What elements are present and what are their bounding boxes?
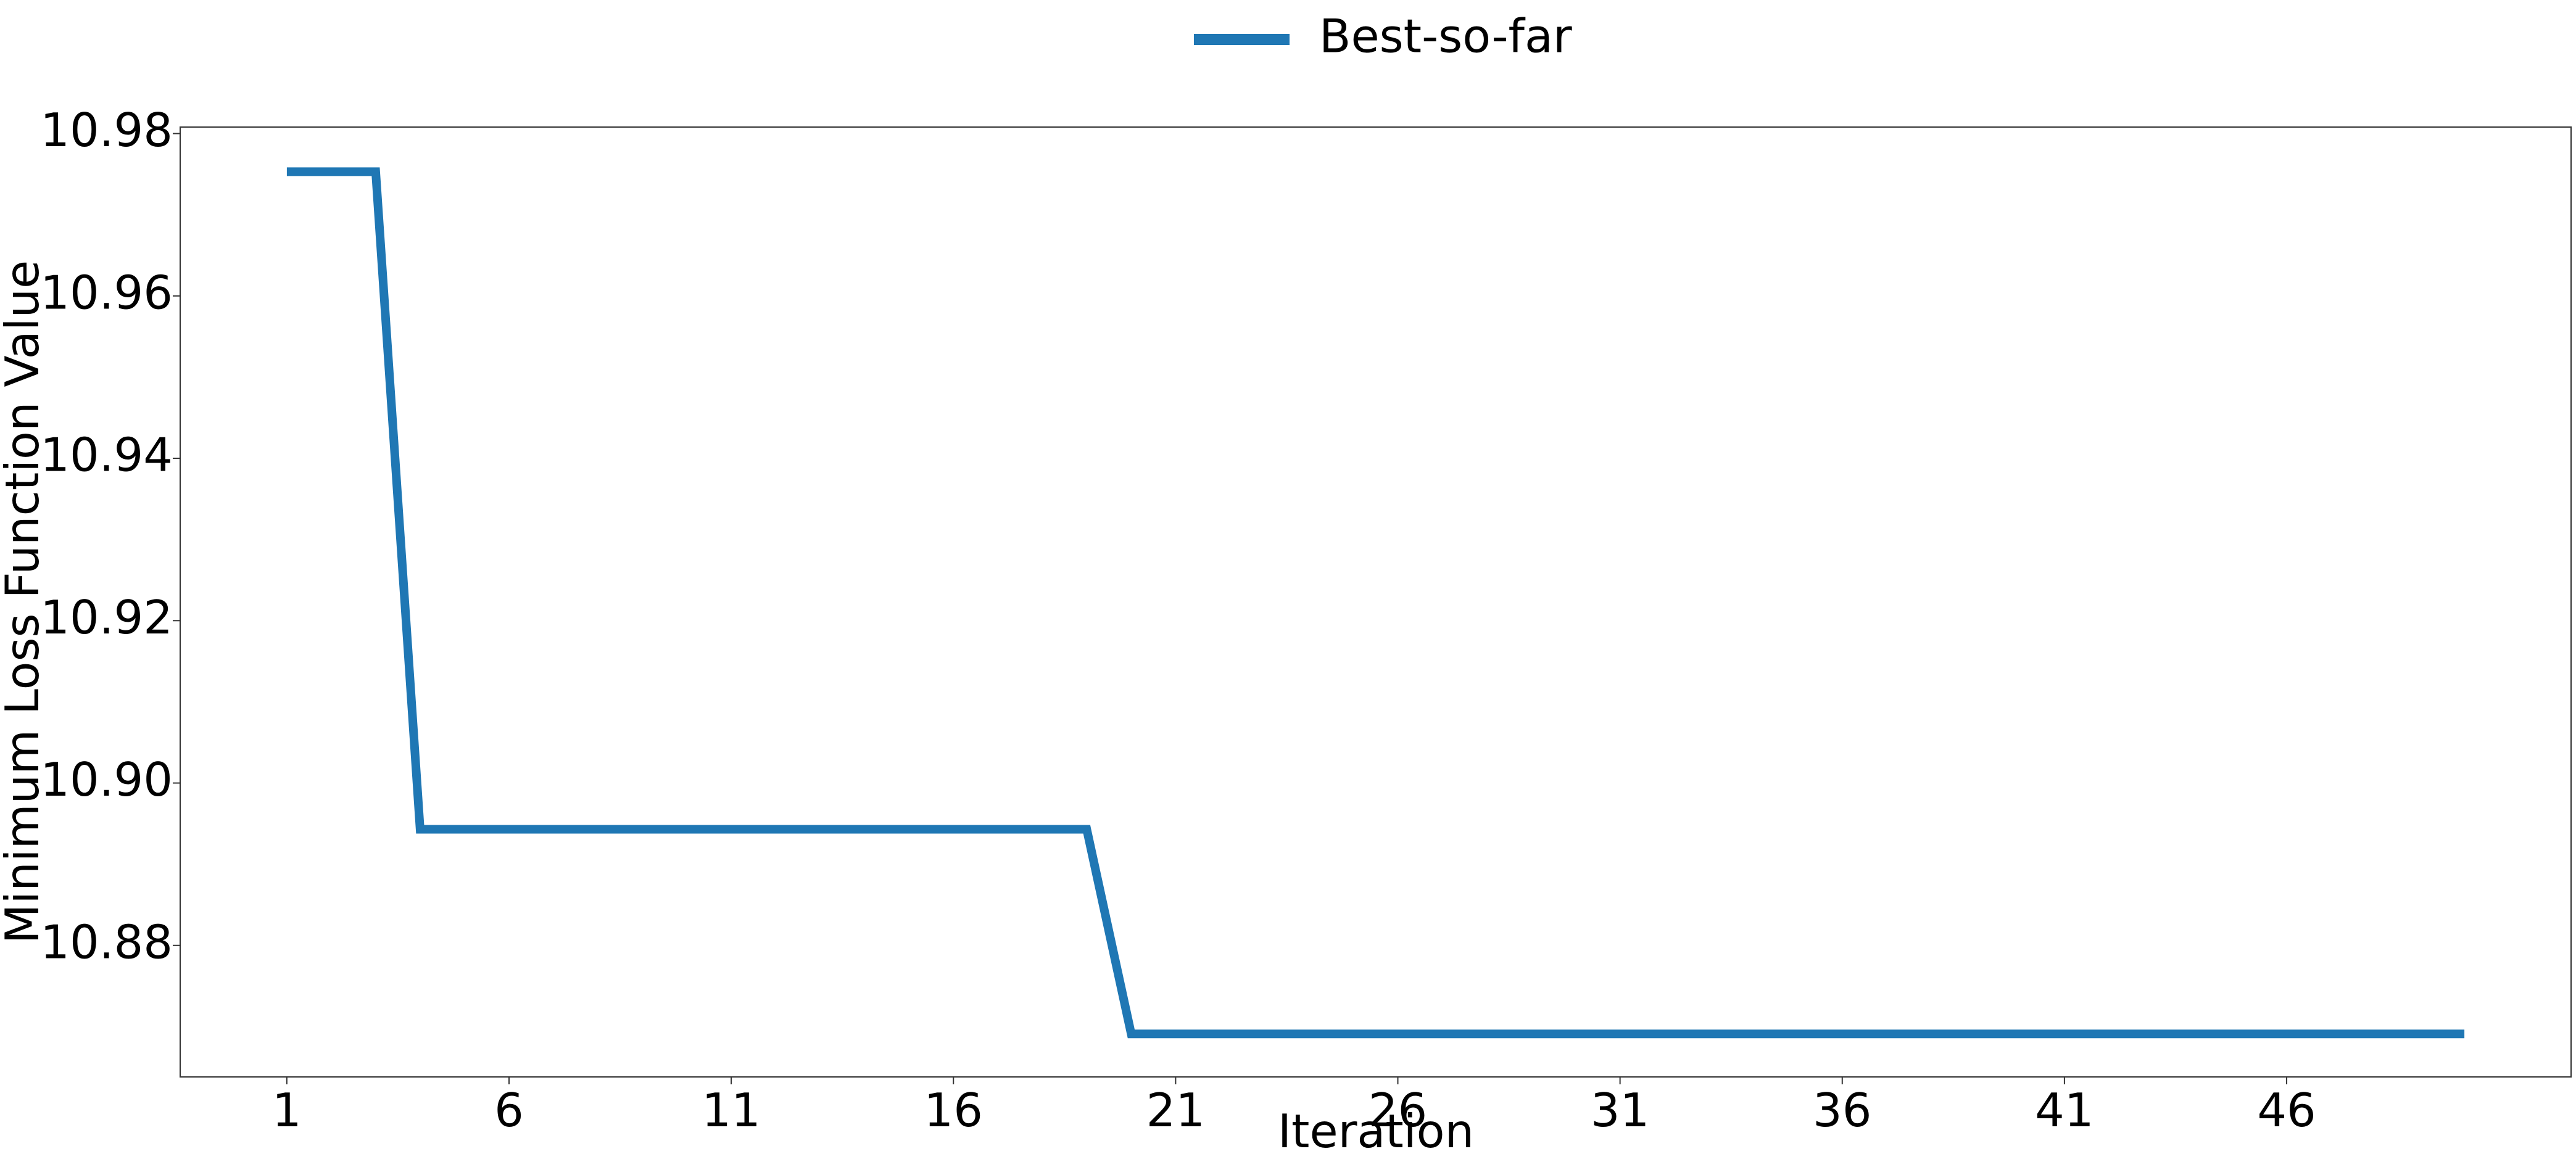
series-line-best-so-far <box>286 167 2465 1039</box>
x-tick-label: 6 <box>494 1083 524 1137</box>
legend: Best-so-far <box>1194 9 1572 64</box>
y-tick-label: 10.88 <box>40 915 173 969</box>
legend-label: Best-so-far <box>1319 9 1572 64</box>
x-tick-label: 16 <box>924 1083 983 1137</box>
x-tick-label: 11 <box>702 1083 760 1137</box>
y-tick-label: 10.96 <box>40 265 173 320</box>
y-tick-label: 10.94 <box>40 428 173 482</box>
y-tick-label: 10.90 <box>40 752 173 807</box>
x-tick-label: 31 <box>1591 1083 1649 1137</box>
y-axis-ticks: 10.88 10.90 10.92 10.94 10.96 10.98 <box>40 103 180 969</box>
x-tick-label: 46 <box>2257 1083 2316 1137</box>
x-tick-label: 41 <box>2035 1083 2094 1137</box>
x-axis-label: Iteration <box>1278 1104 1474 1158</box>
y-axis-label: Minimum Loss Function Value <box>0 260 49 944</box>
plot-frame <box>180 126 2572 1078</box>
x-tick-label: 26 <box>1369 1083 1427 1137</box>
x-tick-label: 1 <box>272 1083 302 1137</box>
y-tick-label: 10.98 <box>40 103 173 157</box>
x-tick-label: 36 <box>1813 1083 1871 1137</box>
y-tick-label: 10.92 <box>40 590 173 645</box>
x-tick-label: 21 <box>1146 1083 1205 1137</box>
x-axis-ticks: 1 6 11 16 21 26 31 36 41 46 <box>272 1077 2316 1137</box>
